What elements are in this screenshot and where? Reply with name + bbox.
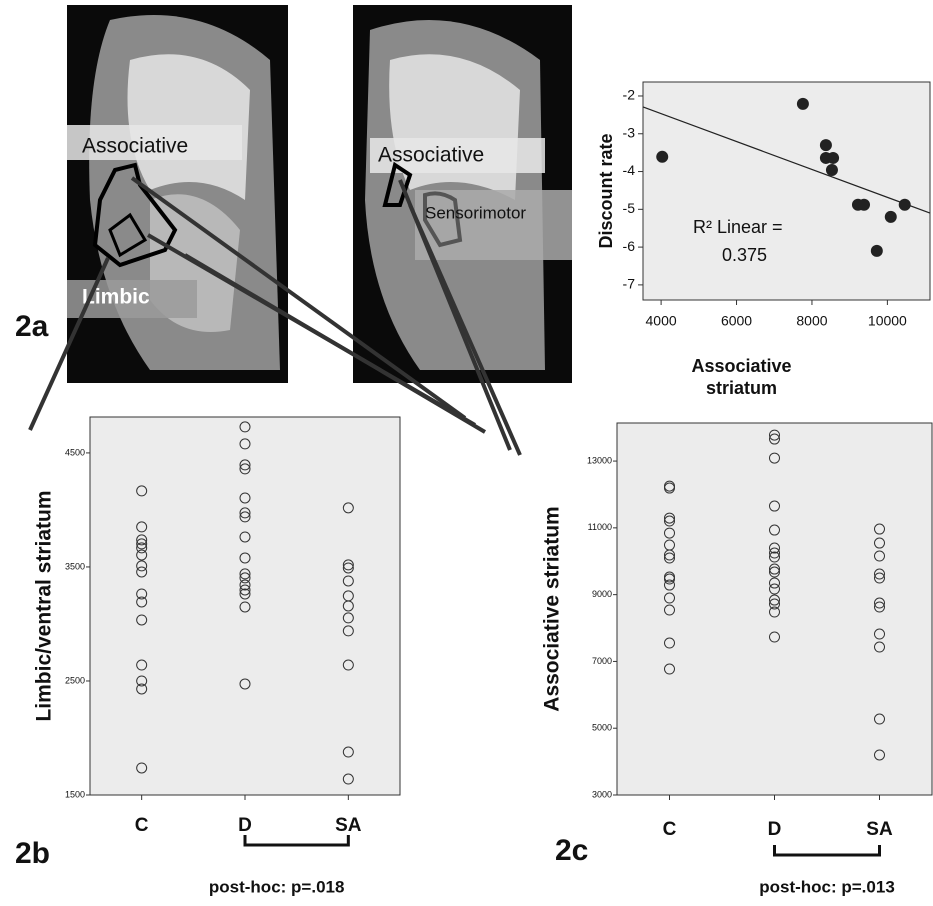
- x-tick-label: D: [768, 819, 782, 840]
- x-tick-label: C: [135, 815, 149, 836]
- x-tick-label: C: [663, 819, 677, 840]
- point: [820, 139, 832, 151]
- y-tick-label: 1500: [65, 789, 85, 799]
- panel-label: 2c: [555, 834, 588, 867]
- point: [827, 152, 839, 164]
- panel-label: 2a: [15, 310, 49, 343]
- point: [871, 245, 883, 257]
- y-axis-label: Limbic/ventral striatum: [33, 490, 56, 721]
- y-tick-label: 3500: [65, 561, 85, 571]
- point: [885, 211, 897, 223]
- y-tick-label: -6: [623, 238, 636, 254]
- x-tick-label: 10000: [868, 313, 907, 329]
- y-tick-label: 4500: [65, 447, 85, 457]
- x-tick-label: 8000: [796, 313, 827, 329]
- point: [899, 199, 911, 211]
- bracket: [775, 845, 880, 855]
- y-tick-label: 9000: [592, 589, 612, 599]
- annotation: 0.375: [722, 245, 767, 265]
- y-axis-label: Associative striatum: [541, 506, 564, 711]
- y-axis-label: Discount rate: [596, 133, 616, 248]
- point: [826, 164, 838, 176]
- page: {"figure":{"panel_labels":["2a","2b","2c…: [0, 0, 933, 906]
- y-tick-label: 3000: [592, 789, 612, 799]
- point: [797, 98, 809, 110]
- x-axis-label: Associative: [691, 356, 791, 376]
- roi-label: Associative: [82, 135, 188, 158]
- roi-label: Sensorimotor: [425, 203, 526, 222]
- y-tick-label: -2: [623, 87, 636, 103]
- annotation: post-hoc: p=.013: [759, 877, 895, 896]
- y-tick-label: -4: [623, 162, 636, 178]
- y-tick-label: 5000: [592, 723, 612, 733]
- y-tick-label: 2500: [65, 675, 85, 685]
- y-tick-label: 13000: [587, 455, 612, 465]
- point: [858, 199, 870, 211]
- bracket: [245, 835, 348, 845]
- panel-label: 2b: [15, 837, 50, 870]
- x-tick-label: 4000: [646, 313, 677, 329]
- x-tick-label: 6000: [721, 313, 752, 329]
- y-tick-label: 7000: [592, 656, 612, 666]
- x-tick-label: SA: [866, 819, 893, 840]
- figure: Associative Limbic Associative Sensorimo…: [0, 0, 933, 906]
- x-tick-label: SA: [335, 815, 362, 836]
- annotation: post-hoc: p=.018: [209, 877, 345, 896]
- y-tick-label: -7: [623, 276, 636, 292]
- point: [656, 151, 668, 163]
- y-tick-label: 11000: [588, 522, 612, 532]
- x-tick-label: D: [238, 815, 252, 836]
- annotation: R² Linear =: [693, 217, 783, 237]
- plot-area: [643, 82, 930, 300]
- roi-label: Associative: [378, 144, 484, 167]
- x-axis-label: striatum: [706, 378, 777, 398]
- y-tick-label: -5: [623, 200, 636, 216]
- brain-image-coronal: Associative Limbic: [67, 5, 288, 383]
- y-tick-label: -3: [623, 124, 636, 140]
